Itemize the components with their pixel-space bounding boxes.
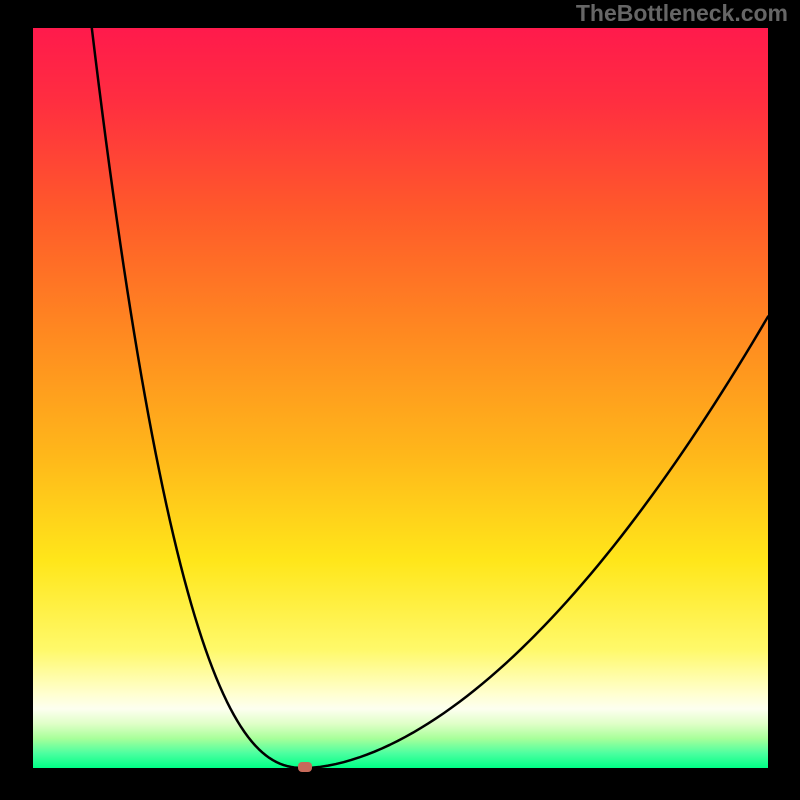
chart-root: TheBottleneck.com — [0, 0, 800, 800]
plot-gradient-background — [33, 28, 768, 768]
plot-frame — [33, 28, 768, 768]
watermark-text: TheBottleneck.com — [576, 0, 788, 27]
vertex-marker — [298, 762, 312, 772]
